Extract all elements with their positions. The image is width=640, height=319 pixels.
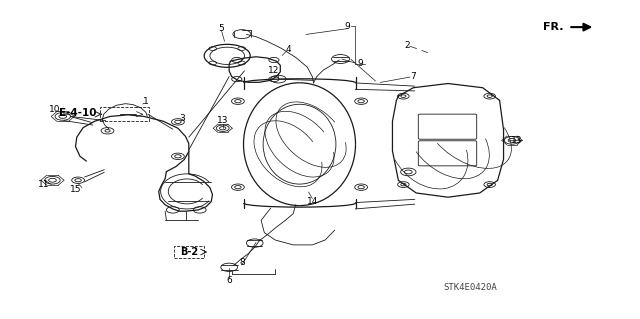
Text: 14: 14 (307, 197, 318, 206)
Text: STK4E0420A: STK4E0420A (444, 283, 497, 292)
Text: 15: 15 (70, 185, 81, 194)
Text: 2: 2 (404, 41, 410, 50)
Text: 9: 9 (358, 59, 363, 68)
Text: 10: 10 (49, 105, 60, 114)
Text: 7: 7 (410, 72, 415, 81)
Text: E-4-10: E-4-10 (59, 108, 97, 118)
Text: 3: 3 (180, 114, 185, 122)
FancyArrowPatch shape (571, 24, 590, 30)
Text: 11: 11 (38, 180, 49, 189)
Text: 5: 5 (218, 24, 223, 33)
Text: 4: 4 (285, 45, 291, 54)
Text: 6: 6 (227, 276, 232, 285)
Text: 13: 13 (511, 136, 523, 145)
Text: 12: 12 (268, 66, 280, 75)
Text: 9: 9 (344, 22, 349, 31)
Text: FR.: FR. (543, 22, 563, 32)
Text: 1: 1 (143, 97, 148, 106)
Text: 8: 8 (239, 258, 244, 267)
Text: B-2: B-2 (180, 247, 198, 257)
Text: 13: 13 (217, 116, 228, 125)
